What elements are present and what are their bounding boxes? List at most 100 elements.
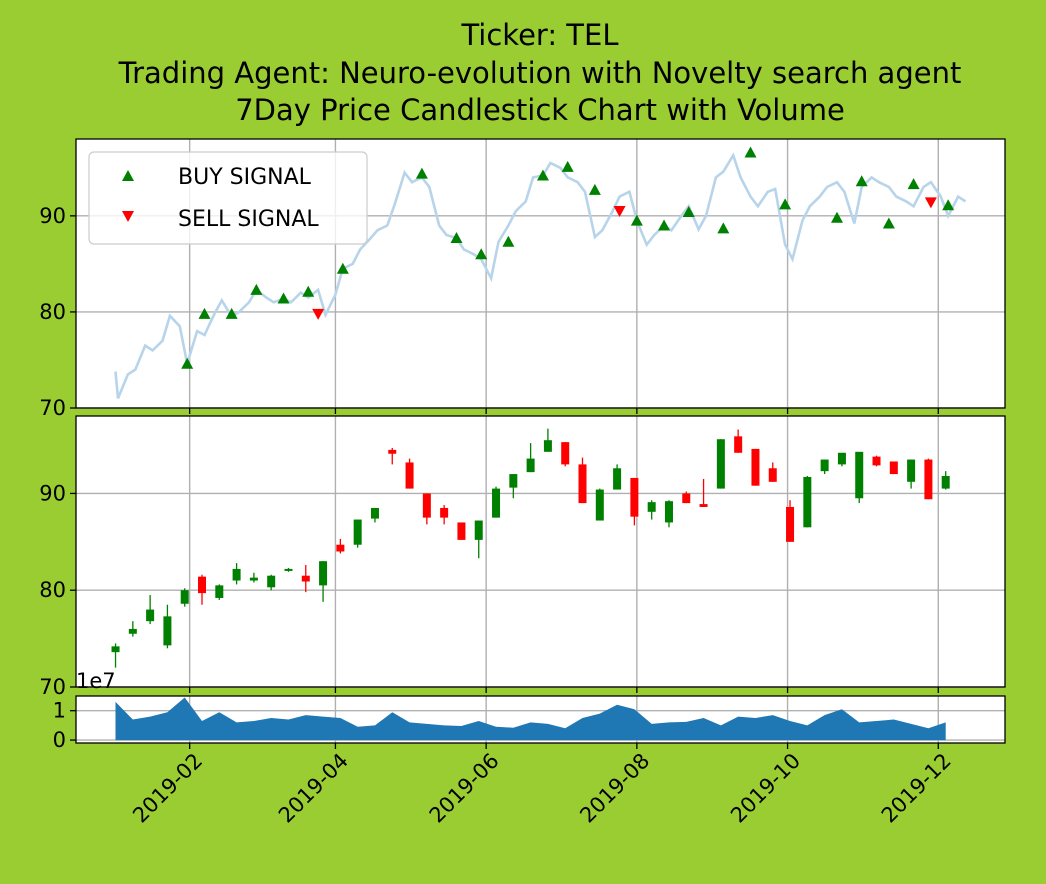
buy-signal-marker: [302, 285, 315, 297]
buy-signal-marker: [682, 206, 695, 218]
price-frame: [75, 138, 1006, 409]
sell-signal-marker: [613, 206, 626, 218]
volume-ytick-label: 0: [53, 728, 66, 752]
candle-body-down: [889, 461, 898, 475]
candle-body-up: [249, 577, 258, 581]
volume-panel: 0 1 1e7: [53, 669, 1006, 752]
candle-body-up: [664, 501, 673, 523]
legend-buy-label: BUY SIGNAL: [178, 165, 312, 190]
candle-body-down: [405, 462, 414, 489]
candle-body-down: [422, 493, 431, 518]
price-ytick-label: 90: [39, 204, 66, 228]
candle-body-up: [820, 459, 829, 472]
candle-body-up: [526, 458, 535, 473]
volume-offset-label: 1e7: [76, 669, 116, 693]
buy-signal-marker: [336, 262, 349, 274]
candle-body-up: [284, 568, 293, 571]
candle-body-down: [578, 464, 587, 504]
buy-signal-marker: [744, 146, 757, 158]
candle-body-down: [301, 575, 310, 582]
price-ytick-label: 80: [39, 300, 66, 324]
buy-signal-marker: [882, 217, 895, 229]
buy-signal-marker: [830, 211, 843, 223]
candle-body-down: [699, 504, 708, 507]
candlestick-panel: 70 80 90: [39, 415, 1006, 699]
candle-body-down: [786, 506, 795, 542]
buy-signal-marker: [907, 178, 920, 190]
candle-body-up: [855, 451, 864, 499]
buy-signal-marker: [277, 292, 290, 304]
candle-body-up: [613, 468, 622, 490]
candle-body-up: [543, 440, 552, 452]
buy-signal-marker: [630, 214, 643, 226]
legend: BUY SIGNAL SELL SIGNAL: [88, 151, 368, 245]
candle-body-down: [682, 493, 691, 504]
candle-body-down: [388, 449, 397, 454]
candle-body-up: [232, 568, 241, 581]
buy-signal-marker: [855, 175, 868, 187]
candle-body-up: [474, 520, 483, 540]
volume-ytick-label: 1: [53, 699, 66, 723]
candle-body-down: [630, 477, 639, 517]
buy-signal-marker: [588, 183, 601, 195]
candle-body-up: [595, 489, 604, 521]
title-line-agent: Trading Agent: Neuro-evolution with Nove…: [118, 56, 962, 90]
buy-signal-marker: [250, 283, 263, 295]
legend-sell-label: SELL SIGNAL: [178, 207, 319, 232]
candle-body-up: [180, 590, 189, 604]
buy-signal-marker: [450, 231, 463, 243]
sell-signal-marker: [924, 197, 937, 209]
candle-plot-area: [76, 416, 1005, 687]
candle-body-up: [146, 609, 155, 622]
price-line: [114, 152, 967, 399]
title-line-chart: 7Day Price Candlestick Chart with Volume: [235, 93, 845, 127]
candle-ytick-label: 70: [39, 675, 66, 699]
candle-body-down: [751, 448, 760, 486]
candle-body-up: [267, 575, 276, 588]
candle-body-up: [647, 502, 656, 512]
candle-body-up: [509, 474, 518, 488]
volume-area: [115, 697, 946, 741]
candle-body-up: [370, 507, 379, 519]
buy-signal-marker: [658, 219, 671, 231]
candle-body-down: [734, 436, 743, 453]
buy-signal-marker: [779, 198, 792, 210]
candle-body-down: [198, 576, 207, 594]
legend-box: [88, 151, 368, 245]
candle-body-down: [924, 459, 933, 500]
buy-signal-marker: [942, 199, 955, 211]
candle-body-down: [336, 544, 345, 552]
candle-body-up: [128, 628, 137, 634]
chart-title: Ticker: TEL Trading Agent: Neuro-evoluti…: [118, 18, 962, 127]
candle-ytick-label: 90: [39, 481, 66, 505]
candle-ytick-label: 80: [39, 578, 66, 602]
candle-body-up: [941, 476, 950, 489]
candle-body-up: [215, 585, 224, 598]
candle-body-up: [803, 476, 812, 528]
candle-body-up: [319, 561, 328, 586]
candle-body-up: [492, 488, 501, 518]
buy-signal-marker: [717, 222, 730, 234]
candle-body-down: [872, 456, 881, 466]
buy-signal-marker: [502, 235, 515, 247]
legend-sell-marker: [122, 211, 134, 222]
candle-body-up: [163, 616, 172, 646]
candle-body-down: [768, 468, 777, 482]
buy-signal-marker: [536, 169, 549, 181]
candle-body-up: [353, 519, 362, 545]
buy-signal-marker: [225, 307, 238, 319]
candle-body-up: [111, 646, 120, 653]
candle-body-down: [457, 522, 466, 540]
buy-signal-marker: [475, 248, 488, 260]
buy-signal-marker: [181, 357, 194, 369]
candle-body-down: [561, 442, 570, 465]
sell-signal-marker: [312, 308, 325, 320]
candle-frame: [75, 415, 1006, 688]
candle-body-up: [716, 439, 725, 489]
title-line-ticker: Ticker: TEL: [460, 18, 618, 52]
candle-body-down: [440, 507, 449, 518]
buy-signal-marker: [198, 307, 211, 319]
volume-frame: [75, 695, 1006, 744]
buy-signal-marker: [561, 160, 574, 172]
